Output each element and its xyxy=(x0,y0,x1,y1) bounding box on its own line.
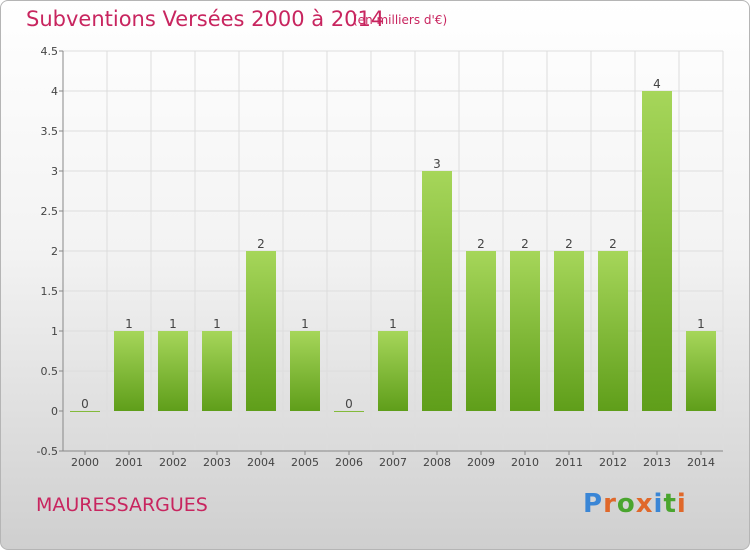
bars xyxy=(70,91,716,412)
x-tick-label: 2005 xyxy=(291,456,319,469)
x-tick-label: 2014 xyxy=(687,456,715,469)
x-tick-label: 2000 xyxy=(71,456,99,469)
bar xyxy=(686,331,716,411)
logo-letter: i xyxy=(653,489,664,519)
bar xyxy=(334,411,364,412)
x-tick-label: 2003 xyxy=(203,456,231,469)
bar-value-label: 2 xyxy=(521,237,529,251)
y-tick-label: 2.5 xyxy=(41,205,59,218)
bar-value-label: 4 xyxy=(653,77,661,91)
bar-value-label: 1 xyxy=(301,317,309,331)
y-tick-label: 1 xyxy=(51,325,58,338)
bar xyxy=(598,251,628,411)
logo-letter: x xyxy=(635,489,654,519)
y-tick-label: 2 xyxy=(51,245,58,258)
bar xyxy=(158,331,188,411)
bar-value-label: 1 xyxy=(169,317,177,331)
y-tick-label: 3 xyxy=(51,165,58,178)
bar-value-label: 0 xyxy=(81,397,89,411)
x-tick-label: 2011 xyxy=(555,456,583,469)
bar xyxy=(554,251,584,411)
logo-letter: r xyxy=(603,489,617,519)
bar-value-label: 1 xyxy=(213,317,221,331)
x-tick-label: 2008 xyxy=(423,456,451,469)
axes xyxy=(59,50,723,455)
bar xyxy=(378,331,408,411)
x-tick-label: 2006 xyxy=(335,456,363,469)
bar-value-label: 2 xyxy=(609,237,617,251)
x-tick-label: 2007 xyxy=(379,456,407,469)
x-tick-label: 2001 xyxy=(115,456,143,469)
logo-letter: i xyxy=(676,489,687,519)
x-tick-label: 2013 xyxy=(643,456,671,469)
bar xyxy=(246,251,276,411)
bar-value-label: 1 xyxy=(389,317,397,331)
commune-name: MAURESSARGUES xyxy=(36,494,208,516)
y-tick-label: 4 xyxy=(51,85,58,98)
bar xyxy=(466,251,496,411)
x-tick-label: 2009 xyxy=(467,456,495,469)
chart-title: Subventions Versées 2000 à 2014 xyxy=(26,7,385,31)
bar-value-label: 3 xyxy=(433,157,441,171)
x-tick-label: 2012 xyxy=(599,456,627,469)
bar-value-label: 1 xyxy=(697,317,705,331)
y-tick-label: 0.5 xyxy=(41,365,59,378)
labels: -0.5 0 0.5 1 1.5 2 2.5 3 3.5 4 4.5 0 2000 1 2001 1 2002 1… xyxy=(37,45,715,469)
bar xyxy=(114,331,144,411)
bar xyxy=(202,331,232,411)
bar xyxy=(510,251,540,411)
bar xyxy=(290,331,320,411)
y-tick-label: -0.5 xyxy=(37,445,58,458)
y-tick-label: 1.5 xyxy=(41,285,59,298)
bar-value-label: 2 xyxy=(565,237,573,251)
x-tick-label: 2010 xyxy=(511,456,539,469)
logo-letter: P xyxy=(583,489,604,519)
bar-value-label: 2 xyxy=(257,237,265,251)
bar xyxy=(422,171,452,411)
bar-value-label: 0 xyxy=(345,397,353,411)
bar xyxy=(642,91,672,411)
logo-letter: t xyxy=(663,489,677,519)
y-tick-label: 0 xyxy=(51,405,58,418)
bar xyxy=(70,411,100,412)
x-tick-label: 2004 xyxy=(247,456,275,469)
y-tick-label: 4.5 xyxy=(41,45,59,58)
y-tick-label: 3.5 xyxy=(41,125,59,138)
bar-value-label: 1 xyxy=(125,317,133,331)
logo-letter: o xyxy=(616,489,636,519)
x-tick-label: 2002 xyxy=(159,456,187,469)
bar-value-label: 2 xyxy=(477,237,485,251)
chart-unit-label: (en milliers d'€) xyxy=(353,13,448,27)
proxiti-logo[interactable]: Proxiti xyxy=(583,489,687,519)
